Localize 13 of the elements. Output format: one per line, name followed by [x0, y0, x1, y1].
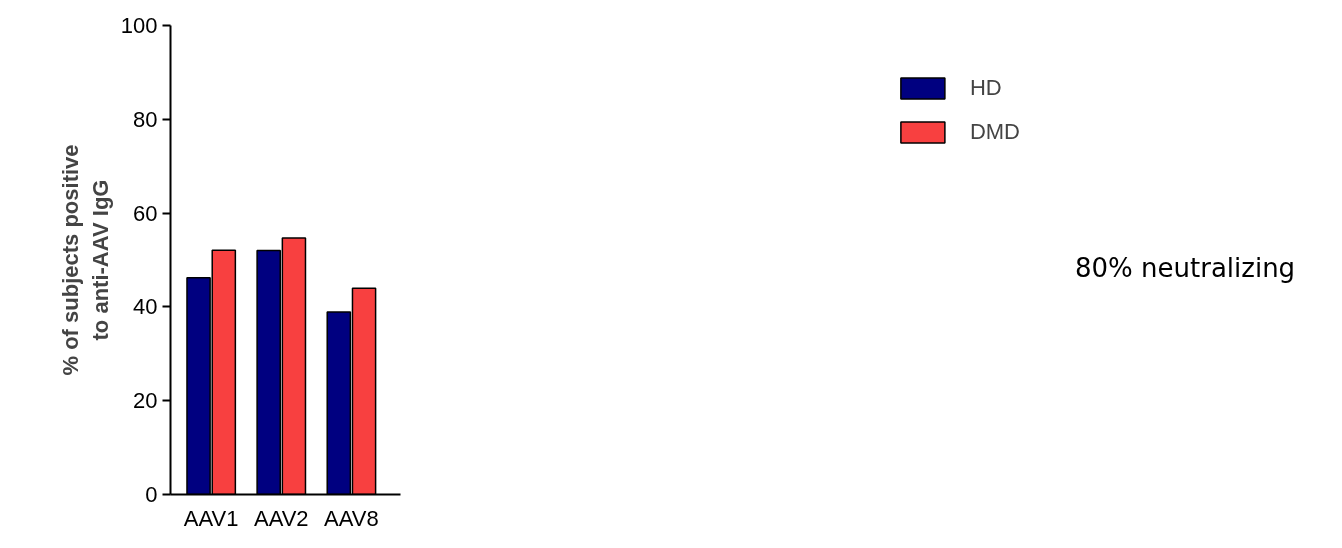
y-tick-label: 100 [120, 13, 158, 38]
y-axis-title: % of subjects positive to anti-AAV IgG [57, 144, 113, 376]
y-tick-label: 20 [133, 388, 158, 414]
y-tick-label: 60 [133, 200, 158, 226]
x-tick-label: AAV1 [183, 505, 239, 531]
y-tick-label: 40 [133, 294, 158, 320]
legend-label: HD [969, 75, 1002, 101]
y-tick-label: 0 [145, 482, 158, 507]
x-tick-label: AAV8 [324, 505, 379, 531]
text: 80% neutralizing [1075, 252, 1296, 285]
legend-label: DMD [969, 119, 1020, 145]
x-tick-label: AAV2 [253, 505, 309, 531]
y-tick-label: 80 [133, 106, 158, 132]
